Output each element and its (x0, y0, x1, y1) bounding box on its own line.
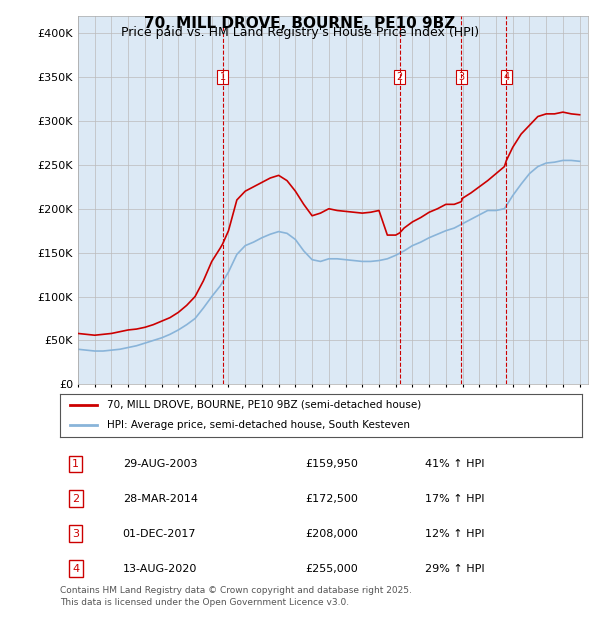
Text: 28-MAR-2014: 28-MAR-2014 (122, 494, 197, 504)
Text: 29-AUG-2003: 29-AUG-2003 (122, 459, 197, 469)
Text: 17% ↑ HPI: 17% ↑ HPI (425, 494, 485, 504)
Text: 2: 2 (72, 494, 79, 504)
Text: 4: 4 (72, 564, 79, 574)
Text: 2: 2 (397, 72, 403, 82)
Text: 01-DEC-2017: 01-DEC-2017 (122, 529, 196, 539)
Text: 70, MILL DROVE, BOURNE, PE10 9BZ (semi-detached house): 70, MILL DROVE, BOURNE, PE10 9BZ (semi-d… (107, 399, 421, 410)
Text: £255,000: £255,000 (305, 564, 358, 574)
Text: £172,500: £172,500 (305, 494, 358, 504)
Text: Price paid vs. HM Land Registry's House Price Index (HPI): Price paid vs. HM Land Registry's House … (121, 26, 479, 39)
Text: This data is licensed under the Open Government Licence v3.0.: This data is licensed under the Open Gov… (60, 598, 349, 608)
Text: 12% ↑ HPI: 12% ↑ HPI (425, 529, 485, 539)
Text: Contains HM Land Registry data © Crown copyright and database right 2025.: Contains HM Land Registry data © Crown c… (60, 586, 412, 595)
Text: £208,000: £208,000 (305, 529, 358, 539)
Text: 3: 3 (458, 72, 464, 82)
Text: 29% ↑ HPI: 29% ↑ HPI (425, 564, 485, 574)
Text: HPI: Average price, semi-detached house, South Kesteven: HPI: Average price, semi-detached house,… (107, 420, 410, 430)
Text: 1: 1 (220, 72, 226, 82)
Text: 41% ↑ HPI: 41% ↑ HPI (425, 459, 485, 469)
Text: £159,950: £159,950 (305, 459, 358, 469)
Text: 1: 1 (72, 459, 79, 469)
Text: 3: 3 (72, 529, 79, 539)
Text: 70, MILL DROVE, BOURNE, PE10 9BZ: 70, MILL DROVE, BOURNE, PE10 9BZ (145, 16, 455, 30)
Text: 13-AUG-2020: 13-AUG-2020 (122, 564, 197, 574)
Text: 4: 4 (503, 72, 509, 82)
